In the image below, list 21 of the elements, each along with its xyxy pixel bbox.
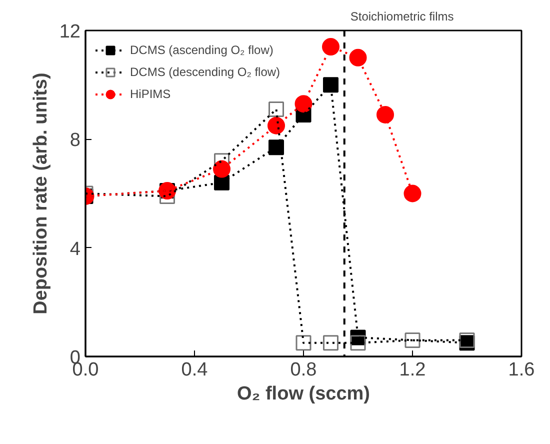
x-tick-label: 1.6 (508, 360, 535, 380)
ref-line-label: Stoichiometric films (350, 10, 454, 24)
y-axis-title: Deposition rate (arb. units) (30, 72, 52, 314)
y-tick-label: 4 (70, 238, 81, 260)
x-tick-label: 0.8 (290, 360, 317, 380)
x-axis-title: O₂ flow (sccm) (236, 384, 370, 404)
legend-label: DCMS (descending O₂ flow) (130, 65, 280, 79)
point (213, 160, 230, 178)
x-tick-label: 1.2 (399, 360, 426, 380)
point (323, 77, 338, 93)
x-tick-label: 0.4 (181, 360, 208, 380)
legend-label: DCMS (ascending O₂ flow) (130, 43, 274, 57)
point (294, 95, 312, 113)
point (376, 106, 394, 124)
point (404, 184, 422, 202)
point (322, 38, 340, 56)
y-tick-label: 12 (59, 22, 81, 42)
y-tick-label: 8 (70, 130, 81, 152)
point (268, 116, 285, 134)
legend-label: HiPIMS (130, 87, 171, 101)
point (349, 48, 367, 66)
